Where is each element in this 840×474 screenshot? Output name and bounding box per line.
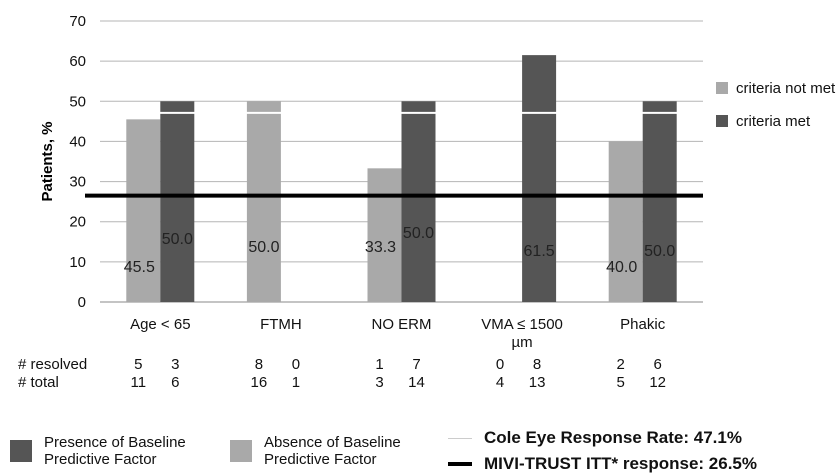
table-cell: 11 [131,374,147,391]
legend-mivi-trust: MIVI-TRUST ITT* response: 26.5% [448,454,757,474]
presence-label: Presence of Baseline Predictive Factor [44,434,186,468]
legend-label: criteria met [736,113,811,130]
bar-criteria-not-met [367,168,402,302]
x-category-label: µm [512,334,533,351]
y-tick-label: 20 [69,214,86,231]
absence-label: Absence of Baseline Predictive Factor [264,434,401,468]
table-cell: 0 [496,356,504,373]
table-cell: 16 [251,374,268,391]
table-cell: 12 [649,374,666,391]
mivi-trust-label: MIVI-TRUST ITT* response: 26.5% [484,454,757,473]
data-label-met: 50.0 [162,231,193,248]
bar-criteria-not-met [608,141,643,302]
table-cell: 1 [375,356,383,373]
table-cell: 0 [292,356,300,373]
legend-absence: Absence of Baseline Predictive Factor [230,434,444,468]
data-label-met: 50.0 [644,243,675,260]
table-cell: 4 [496,374,504,391]
y-tick-label: 50 [69,93,86,110]
y-tick-label: 0 [78,294,86,311]
mivi-trust-line-swatch [448,462,472,466]
y-tick-label: 40 [69,133,86,150]
legend-label: criteria not met [736,80,836,97]
data-label-not-met: 45.5 [124,259,155,276]
y-tick-label: 60 [69,53,86,70]
x-category-label: Age < 65 [130,316,190,333]
table-cell: 6 [171,374,179,391]
table-row-label: # total [18,374,59,391]
table-cell: 1 [292,374,300,391]
y-tick-label: 70 [69,13,86,30]
y-tick-label: 10 [69,254,86,271]
bar-criteria-not-met [246,101,281,303]
table-cell: 6 [654,356,662,373]
table-cell: 3 [171,356,179,373]
data-label-not-met: 33.3 [365,239,396,256]
bottom-legend: Presence of Baseline Predictive Factor A… [0,428,840,474]
table-cell: 14 [408,374,425,391]
legend-swatch [716,82,728,94]
data-label-not-met: 40.0 [606,259,637,276]
x-category-label: FTMH [260,316,302,333]
x-category-label: NO ERM [372,316,432,333]
table-cell: 2 [617,356,625,373]
table-cell: 7 [412,356,420,373]
data-label-not-met: 50.0 [248,239,279,256]
table-cell: 8 [255,356,263,373]
x-category-label: Phakic [620,316,666,333]
table-row-label: # resolved [18,356,87,373]
y-tick-label: 30 [69,174,86,191]
table-cell: 13 [529,374,546,391]
legend-swatch [716,115,728,127]
table-cell: 5 [617,374,625,391]
bar-criteria-met [642,101,677,303]
cole-eye-label: Cole Eye Response Rate: 47.1% [484,428,742,447]
bar-criteria-met [401,101,436,303]
legend-presence: Presence of Baseline Predictive Factor [10,434,224,468]
presence-swatch [10,440,32,462]
cole-eye-line-swatch [448,437,472,439]
y-axis-title: Patients, % [39,121,56,201]
table-cell: 5 [134,356,142,373]
bar-criteria-not-met [126,119,161,302]
legend-cole-eye: Cole Eye Response Rate: 47.1% [448,428,742,448]
table-cell: 8 [533,356,541,373]
table-cell: 3 [375,374,383,391]
data-label-met: 61.5 [524,243,555,260]
absence-swatch [230,440,252,462]
x-category-label: VMA ≤ 1500 [481,316,563,333]
data-label-met: 50.0 [403,225,434,242]
bar-criteria-met [160,101,195,303]
bar-criteria-met [522,55,557,302]
